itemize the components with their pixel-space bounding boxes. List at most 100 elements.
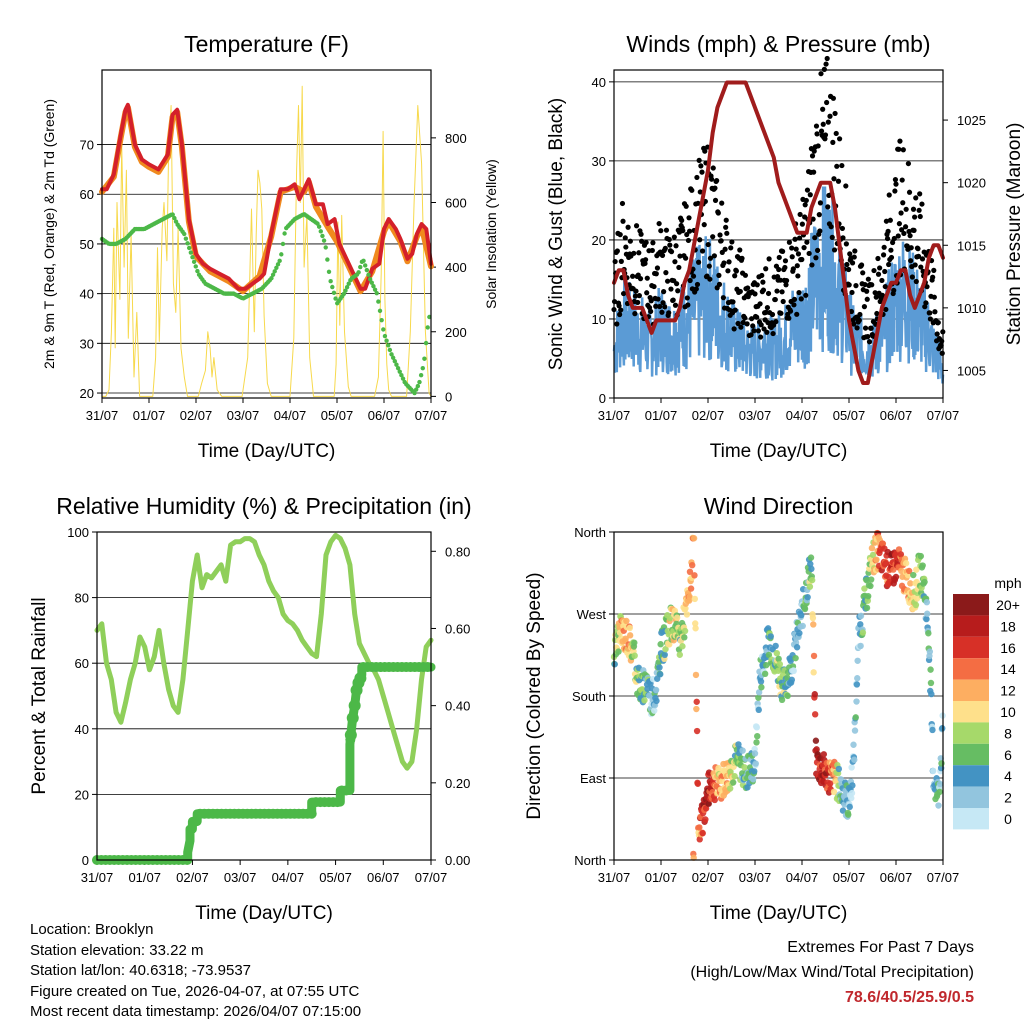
gust-point	[725, 268, 731, 274]
gust-point	[765, 290, 772, 297]
dewpoint-point	[188, 250, 194, 255]
legend-swatch	[953, 786, 989, 808]
dewpoint-point	[369, 280, 374, 285]
gust-point	[811, 148, 817, 154]
direction-point	[923, 615, 930, 623]
legend-label: 16	[1000, 640, 1016, 656]
gust-point	[707, 276, 713, 282]
direction-point	[827, 780, 834, 787]
dewpoint-point	[418, 372, 424, 378]
gust-point	[786, 239, 793, 245]
gust-point	[817, 228, 823, 234]
dir-ytick-label: North	[574, 525, 606, 540]
gust-point	[803, 197, 809, 204]
gust-point	[773, 319, 779, 325]
gust-point	[813, 123, 820, 129]
gust-point	[812, 235, 818, 241]
direction-point	[799, 622, 806, 630]
legend-swatch	[953, 743, 989, 766]
dewpoint-point	[423, 340, 429, 346]
gust-point	[783, 278, 790, 284]
direction-point	[813, 746, 820, 753]
gust-point	[718, 238, 724, 244]
gust-point	[780, 248, 786, 255]
dir-ytick-label: West	[577, 607, 607, 622]
latlon-text: Station lat/lon: 40.6318; -73.9537	[30, 962, 252, 979]
gust-point	[900, 147, 906, 153]
gust-point	[879, 277, 885, 284]
gust-point	[696, 157, 702, 163]
dewpoint-point	[397, 369, 402, 374]
dewpoint-point	[392, 359, 398, 364]
winds-xtick-label: 04/07	[786, 408, 819, 423]
direction-point	[622, 635, 629, 642]
gust-point	[900, 200, 906, 206]
gust-point	[696, 259, 702, 265]
gust-point	[618, 307, 624, 313]
gust-point	[801, 245, 807, 251]
direction-point	[731, 773, 738, 780]
gust-point	[814, 131, 820, 137]
gust-point	[882, 283, 888, 290]
precip-point	[341, 785, 352, 796]
dewpoint-point	[190, 254, 195, 260]
gust-point	[857, 311, 863, 318]
gust-point	[825, 119, 831, 125]
gust-point	[642, 257, 649, 263]
dir-ytick-label: South	[572, 689, 606, 704]
gust-point	[698, 163, 704, 169]
direction-point	[810, 621, 817, 628]
direction-point	[761, 670, 769, 678]
gust-point	[737, 247, 743, 253]
gust-point	[637, 276, 644, 282]
direction-point	[757, 678, 765, 685]
location-text: Location: Brooklyn	[30, 921, 154, 938]
gust-point	[853, 283, 859, 289]
gust-point	[874, 310, 880, 317]
gust-point	[856, 317, 862, 323]
gust-point	[888, 247, 894, 253]
winds-ytick-label: 40	[592, 75, 606, 90]
temp-ytick-label: 50	[80, 237, 94, 252]
gust-point	[656, 220, 662, 227]
gust-point	[849, 260, 856, 266]
gust-point	[707, 255, 714, 261]
gust-point	[892, 177, 899, 183]
legend-swatch	[953, 636, 989, 659]
gust-point	[674, 281, 680, 287]
gust-point	[886, 261, 892, 268]
dewpoint-point	[186, 245, 192, 251]
direction-point	[935, 802, 942, 809]
direction-point	[692, 620, 699, 627]
legend-title: mph	[994, 575, 1021, 591]
gust-point	[722, 246, 728, 252]
gust-point	[662, 245, 668, 251]
dir-ytick-label: East	[580, 771, 606, 786]
gust-point	[820, 121, 826, 127]
direction-point	[848, 794, 855, 802]
temp-xtick-label: 31/07	[86, 408, 119, 423]
direction-point	[652, 686, 660, 694]
direction-point	[820, 751, 828, 758]
direction-point	[913, 595, 921, 602]
direction-point	[696, 824, 703, 831]
gust-point	[732, 307, 738, 313]
gust-point	[693, 286, 699, 292]
gust-point	[779, 289, 785, 295]
direction-point	[851, 756, 858, 763]
gust-point	[655, 296, 661, 302]
gust-point	[697, 189, 703, 195]
gust-point	[662, 304, 668, 310]
gust-point	[666, 236, 672, 243]
gust-point	[794, 263, 800, 269]
dir-frame	[613, 531, 944, 861]
direction-point	[868, 544, 876, 552]
precip-points	[92, 662, 433, 865]
gust-point	[755, 328, 761, 334]
direction-point	[726, 785, 734, 792]
gust-point	[924, 284, 930, 290]
gust-point	[657, 303, 663, 310]
gust-point	[923, 300, 929, 306]
gust-point	[887, 217, 893, 223]
gust-point	[782, 258, 789, 264]
